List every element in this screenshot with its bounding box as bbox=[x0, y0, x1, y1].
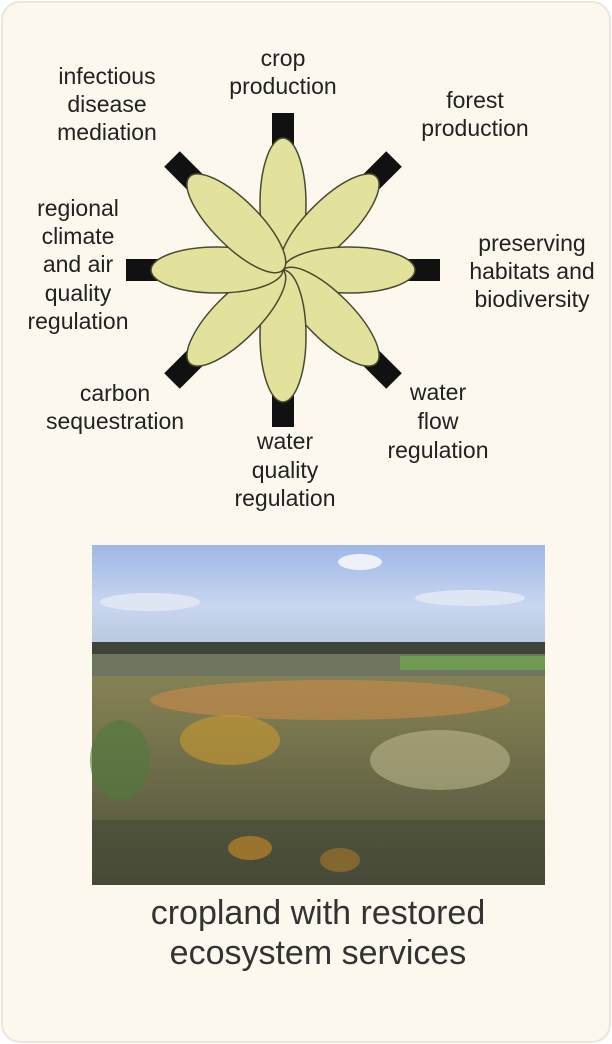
caption: cropland with restored bbox=[151, 894, 486, 932]
panel: crop production forest production preser… bbox=[0, 0, 612, 1044]
node-label: regulation bbox=[234, 485, 335, 511]
node-label: water bbox=[256, 428, 314, 454]
node-label: quality bbox=[45, 280, 112, 306]
caption: ecosystem services bbox=[170, 934, 467, 972]
node-label: forest bbox=[446, 87, 504, 113]
node-label: production bbox=[229, 73, 336, 99]
node-label: climate bbox=[42, 223, 115, 249]
node-label: biodiversity bbox=[474, 286, 590, 312]
node-label: sequestration bbox=[46, 408, 184, 434]
flowers bbox=[180, 715, 280, 765]
grass bbox=[90, 720, 150, 800]
node-label: production bbox=[421, 115, 528, 141]
cloud bbox=[100, 593, 200, 611]
cloud bbox=[338, 554, 382, 570]
node-label: preserving bbox=[478, 230, 585, 256]
node-label: water bbox=[409, 379, 467, 405]
photo bbox=[90, 545, 545, 885]
node-label: flow bbox=[418, 408, 459, 434]
green-strip bbox=[400, 656, 545, 670]
foreground bbox=[92, 820, 545, 885]
flowers bbox=[150, 680, 510, 720]
node-label: disease bbox=[67, 91, 146, 117]
node-label: habitats and bbox=[469, 258, 594, 284]
panel-background bbox=[2, 2, 610, 1042]
node-label: carbon bbox=[80, 380, 150, 406]
treeline bbox=[92, 642, 545, 654]
page: {"diagram": { "nodes": [ {"lines": ["cro… bbox=[0, 0, 612, 1044]
node-label: mediation bbox=[57, 119, 157, 145]
grass bbox=[370, 730, 510, 790]
flower-diagram bbox=[126, 113, 440, 427]
node-label: regional bbox=[37, 195, 119, 221]
node-label: crop bbox=[261, 45, 306, 71]
node-label: infectious bbox=[58, 63, 155, 89]
cloud bbox=[415, 590, 525, 606]
node-label: regulation bbox=[27, 308, 128, 334]
node-label: regulation bbox=[387, 437, 488, 463]
node-label: and air bbox=[43, 251, 114, 277]
node-label: quality bbox=[252, 457, 319, 483]
